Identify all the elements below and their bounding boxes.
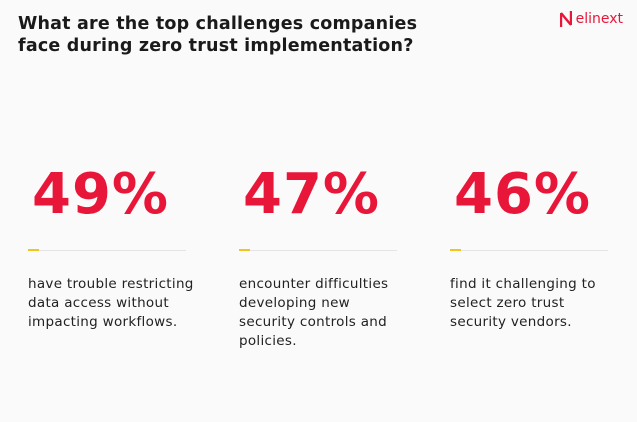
- description-line: impacting workflows.: [28, 314, 178, 330]
- title: What are the top challenges companies fac…: [18, 13, 417, 57]
- stat-value: 47%: [243, 162, 381, 227]
- divider-accent: [28, 249, 39, 251]
- divider: [239, 249, 397, 251]
- description-line: security controls and: [239, 314, 388, 330]
- stat: 49% have trouble restricting data access w…: [28, 160, 194, 332]
- description-line: policies.: [239, 333, 297, 349]
- stat-description: find it challenging to select zero trust s…: [450, 275, 610, 332]
- title-line: What are the top challenges companies: [18, 14, 418, 34]
- stat-value: 46%: [454, 162, 592, 227]
- logo: elinext: [559, 10, 623, 28]
- title-line: face during zero trust implementation?: [18, 36, 414, 56]
- divider: [28, 249, 186, 251]
- logo-icon: [559, 11, 572, 27]
- divider-accent: [450, 249, 461, 251]
- description-line: developing new: [239, 295, 351, 311]
- description-line: have trouble restricting: [28, 276, 194, 292]
- stat: 47% encounter difficulties developing new s…: [239, 160, 399, 351]
- description-line: find it challenging to: [450, 276, 596, 292]
- description-line: select zero trust: [450, 295, 565, 311]
- stat: 46% find it challenging to select zero tru…: [450, 160, 610, 332]
- logo-text: elinext: [575, 11, 623, 27]
- stat-description: encounter difficulties developing new secu…: [239, 275, 399, 351]
- stat-description: have trouble restricting data access with…: [28, 275, 194, 332]
- divider-accent: [239, 249, 250, 251]
- stat-value: 49%: [32, 162, 170, 227]
- description-line: security vendors.: [450, 314, 572, 330]
- description-line: encounter difficulties: [239, 276, 389, 292]
- description-line: data access without: [28, 295, 169, 311]
- divider: [450, 249, 608, 251]
